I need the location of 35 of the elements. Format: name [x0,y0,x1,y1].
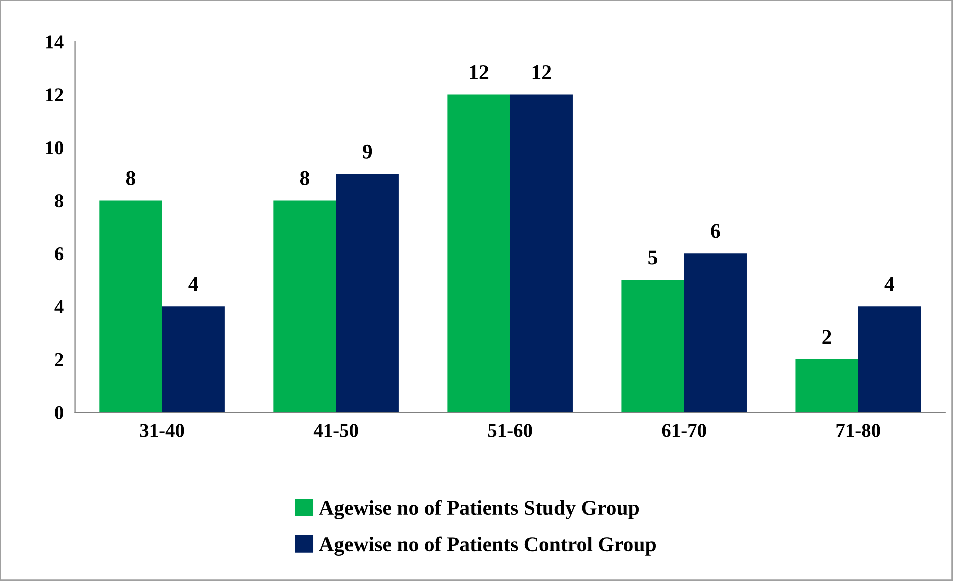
x-tick-label: 51-60 [488,424,532,438]
data-label: 12 [532,65,552,80]
bar [684,254,747,413]
data-label: 2 [822,330,832,344]
y-tick-label: 6 [55,248,64,261]
y-tick-label: 4 [54,300,64,314]
bar [162,306,225,413]
y-tick-label: 12 [46,88,64,102]
data-label: 4 [884,277,895,292]
bar [796,360,858,413]
data-label: 6 [711,224,720,238]
bar [448,94,510,413]
legend-label: Agewise no of Patients Control Group [319,536,656,556]
y-tick-label: 8 [55,194,64,208]
y-tick-label: 10 [46,142,64,155]
y-tick-label: 0 [55,406,64,420]
bar [274,200,336,413]
x-tick-label: 71-80 [836,424,880,438]
bar [100,200,162,413]
bar [858,306,922,413]
bar [622,280,684,413]
bar [336,174,399,413]
data-label: 9 [363,144,372,159]
bar [510,94,573,413]
legend-label: Agewise no of Patients Study Group [319,500,640,520]
x-tick-label: 61-70 [662,424,706,438]
x-tick-label: 41-50 [314,424,358,438]
y-tick-label: 2 [55,353,64,366]
x-tick-label: 31-40 [140,424,184,438]
data-label: 8 [126,171,136,186]
data-label: 5 [648,250,658,265]
data-label: 12 [470,65,489,80]
y-tick-label: 14 [46,36,64,49]
data-label: 8 [300,171,310,186]
data-label: 4 [188,277,198,292]
